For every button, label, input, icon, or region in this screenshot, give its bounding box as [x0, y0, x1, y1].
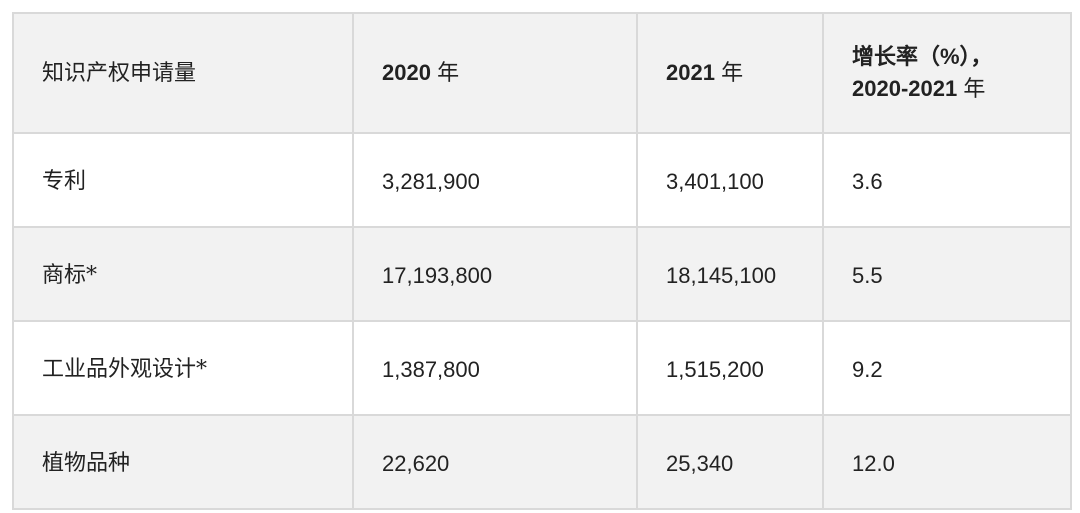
header-year-2021-unit: 年 — [721, 60, 744, 85]
header-year-2021-number: 2021 — [666, 60, 715, 85]
cell-2021: 1,515,200 — [636, 320, 824, 416]
cell-2020: 3,281,900 — [352, 132, 638, 228]
header-ip-applications: 知识产权申请量 — [12, 12, 354, 134]
row-label: 植物品种 — [12, 414, 354, 510]
table-row: 商标* 17,193,800 18,145,100 5.5 — [12, 226, 1072, 322]
table-row: 植物品种 22,620 25,340 12.0 — [12, 414, 1072, 510]
cell-growth: 12.0 — [822, 414, 1072, 510]
header-year-2020: 2020 年 — [352, 12, 638, 134]
table-row: 工业品外观设计* 1,387,800 1,515,200 9.2 — [12, 320, 1072, 416]
header-growth-rate-period: 2020-2021 — [852, 76, 958, 101]
header-growth-rate-line1: 增长率（%）， — [852, 44, 993, 69]
header-growth-rate: 增长率（%）， 2020-2021 年 — [822, 12, 1072, 134]
row-label: 商标* — [12, 226, 354, 322]
row-label: 专利 — [12, 132, 354, 228]
cell-2021: 25,340 — [636, 414, 824, 510]
cell-2020: 1,387,800 — [352, 320, 638, 416]
ip-applications-table: 知识产权申请量 2020 年 2021 年 增长率（%）， 2020-2021 年… — [12, 12, 1072, 510]
table-header-row: 知识产权申请量 2020 年 2021 年 增长率（%）， 2020-2021 年 — [12, 12, 1072, 134]
header-year-2021: 2021 年 — [636, 12, 824, 134]
cell-growth: 3.6 — [822, 132, 1072, 228]
header-growth-rate-unit: 年 — [963, 76, 986, 101]
row-label: 工业品外观设计* — [12, 320, 354, 416]
table-row: 专利 3,281,900 3,401,100 3.6 — [12, 132, 1072, 228]
cell-growth: 9.2 — [822, 320, 1072, 416]
header-year-2020-number: 2020 — [382, 60, 431, 85]
cell-2020: 17,193,800 — [352, 226, 638, 322]
header-year-2020-unit: 年 — [437, 60, 460, 85]
cell-growth: 5.5 — [822, 226, 1072, 322]
cell-2021: 3,401,100 — [636, 132, 824, 228]
cell-2021: 18,145,100 — [636, 226, 824, 322]
cell-2020: 22,620 — [352, 414, 638, 510]
